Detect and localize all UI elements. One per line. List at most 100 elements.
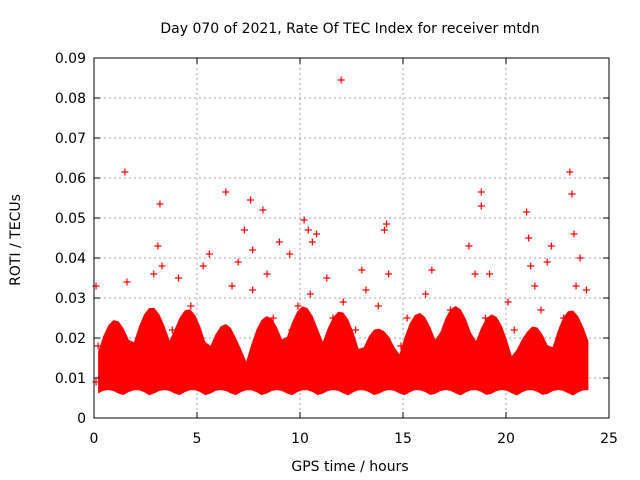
data-point <box>531 282 539 290</box>
data-point <box>288 326 296 334</box>
data-point <box>391 366 399 374</box>
data-point <box>564 330 572 338</box>
data-point <box>440 350 448 358</box>
data-point <box>228 282 236 290</box>
data-point <box>162 366 170 374</box>
data-point <box>294 302 302 310</box>
data-point <box>275 238 283 246</box>
y-tick-label: 0.09 <box>55 51 86 67</box>
data-point <box>337 76 345 84</box>
data-point <box>259 206 267 214</box>
x-tick-label: 5 <box>193 431 202 447</box>
x-axis-ticks: 0 5 10 15 20 25 <box>90 58 618 447</box>
x-tick-label: 10 <box>291 431 309 447</box>
y-axis-ticks: 0 0.01 0.02 0.03 0.04 0.05 0.06 0.07 0.08 0.09 <box>55 51 609 427</box>
y-tick-label: 0.06 <box>55 171 86 187</box>
data-point <box>249 286 257 294</box>
x-tick-label: 15 <box>394 431 412 447</box>
data-point <box>362 286 370 294</box>
y-tick-label: 0.04 <box>55 251 86 267</box>
data-point <box>121 168 129 176</box>
data-point <box>554 354 561 362</box>
data-point <box>481 314 489 322</box>
data-point <box>428 266 436 274</box>
data-point <box>446 306 454 314</box>
data-point <box>306 290 314 298</box>
data-point <box>453 378 461 386</box>
data-point <box>459 326 467 334</box>
data-point <box>154 242 162 250</box>
data-point <box>308 238 316 246</box>
data-point <box>174 274 182 282</box>
data-point <box>255 342 263 350</box>
data-point <box>576 254 584 262</box>
data-point <box>222 188 230 196</box>
data-point <box>547 242 555 250</box>
data-point <box>339 298 347 306</box>
x-tick-label: 25 <box>600 431 618 447</box>
data-point <box>358 266 366 274</box>
data-point <box>106 382 114 390</box>
data-point <box>543 258 551 266</box>
data-point <box>345 370 353 378</box>
data-point <box>329 314 337 322</box>
data-point <box>492 370 500 378</box>
data-point <box>566 168 574 176</box>
data-point <box>234 258 242 266</box>
data-point <box>263 270 271 278</box>
data-point <box>127 366 135 374</box>
data-point <box>304 226 312 234</box>
data-point <box>568 190 576 198</box>
data-point <box>115 326 123 334</box>
data-point <box>422 290 430 298</box>
data-point <box>214 338 222 346</box>
data-point <box>205 250 213 258</box>
y-tick-label: 0.07 <box>55 131 86 147</box>
data-point <box>207 370 215 378</box>
dense-data-region <box>98 306 589 396</box>
data-point <box>560 314 568 322</box>
data-point <box>516 382 524 390</box>
x-tick-label: 0 <box>90 431 99 447</box>
data-point <box>352 326 360 334</box>
data-point <box>471 270 479 278</box>
data-point <box>137 378 145 386</box>
data-point <box>144 314 152 322</box>
chart-title: Day 070 of 2021, Rate Of TEC Index for r… <box>160 21 539 37</box>
data-point <box>249 246 257 254</box>
data-point <box>385 270 393 278</box>
data-point <box>570 230 578 238</box>
data-point <box>193 342 201 350</box>
data-point <box>383 220 391 228</box>
data-point <box>168 326 176 334</box>
x-axis-label: GPS time / hours <box>291 459 408 475</box>
data-point <box>323 274 331 282</box>
data-point <box>158 262 166 270</box>
y-tick-label: 0.01 <box>55 371 86 387</box>
y-tick-label: 0 <box>77 411 86 427</box>
plot-frame <box>93 57 610 419</box>
data-point <box>312 230 320 238</box>
data-point <box>572 282 580 290</box>
data-point <box>397 342 405 350</box>
data-point <box>286 250 294 258</box>
data-point <box>282 362 290 370</box>
data-point <box>525 234 533 242</box>
data-point <box>100 370 108 378</box>
data-point <box>123 278 131 286</box>
data-point <box>486 270 494 278</box>
data-point <box>380 226 388 234</box>
data-point <box>510 326 518 334</box>
data-point <box>156 200 164 208</box>
data-point <box>582 286 590 294</box>
data-point <box>247 196 255 204</box>
data-point <box>504 298 512 306</box>
data-point <box>465 242 473 250</box>
data-point <box>415 330 423 338</box>
data-point <box>111 358 119 366</box>
data-point <box>131 342 139 350</box>
data-point <box>477 188 485 196</box>
data-point <box>317 362 325 370</box>
data-point <box>94 342 102 350</box>
